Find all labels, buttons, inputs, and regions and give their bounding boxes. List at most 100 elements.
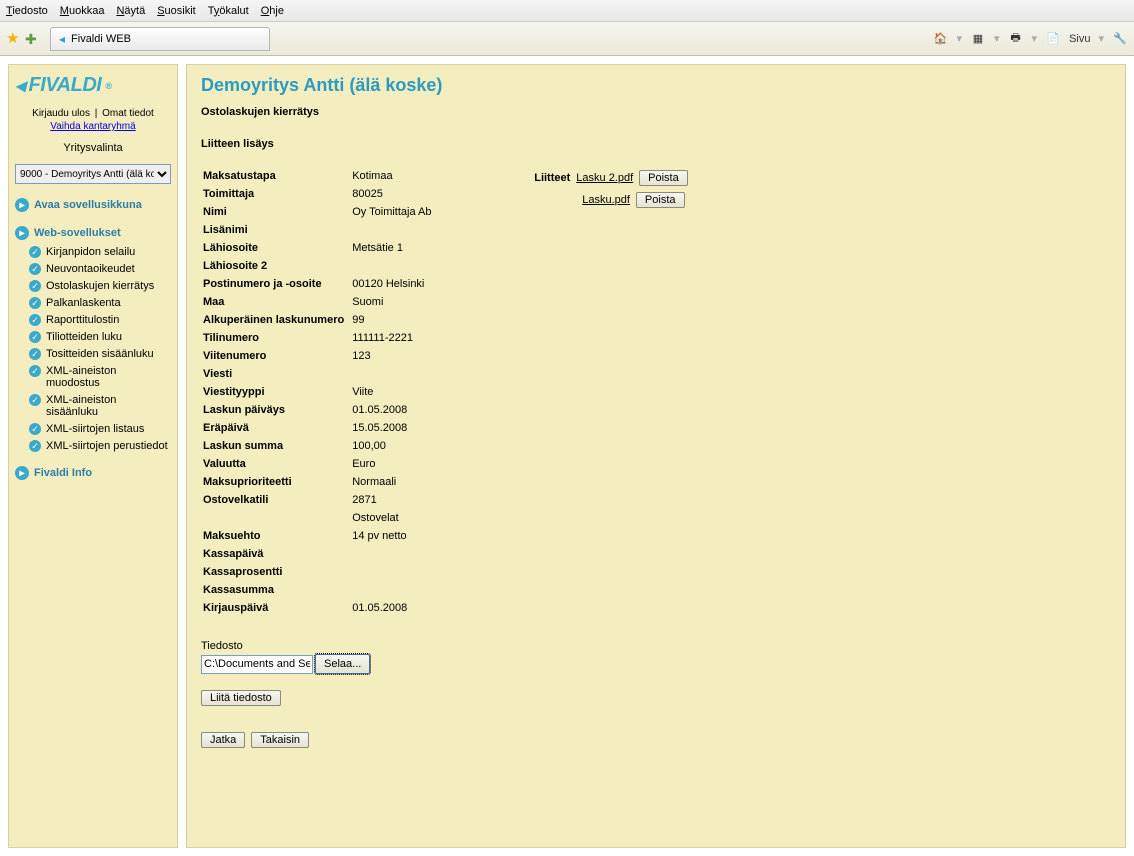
menu-edit[interactable]: Muokkaa <box>60 5 105 17</box>
page-icon[interactable]: 📄 <box>1045 31 1061 47</box>
sidebar-item-link[interactable]: Kirjanpidon selailu <box>46 246 135 258</box>
toolbar: ★ ✚ ◂ Fivaldi WEB 🏠 ▾ ▦ ▾ 🖶 ▾ 📄 Sivu ▾ 🔧 <box>0 22 1134 56</box>
tools-icon[interactable]: 🔧 <box>1112 31 1128 47</box>
detail-value: 01.05.2008 <box>352 600 472 616</box>
nav-fivaldi-info[interactable]: ▸ Fivaldi Info <box>15 466 171 480</box>
sidebar-item[interactable]: ✓Palkanlaskenta <box>29 297 171 309</box>
detail-value: Viite <box>352 384 472 400</box>
attach-file-button[interactable]: Liitä tiedosto <box>201 690 281 706</box>
sidebar-item[interactable]: ✓XML-aineiston sisäänluku <box>29 394 171 418</box>
detail-label: Maksuehto <box>203 528 350 544</box>
sidebar-item-link[interactable]: XML-siirtojen perustiedot <box>46 440 168 452</box>
attachment-link[interactable]: Lasku.pdf <box>582 194 630 206</box>
nav-webapps-list: ✓Kirjanpidon selailu✓Neuvontaoikeudet✓Os… <box>15 246 171 452</box>
sidebar-item[interactable]: ✓XML-siirtojen listaus <box>29 423 171 435</box>
back-button[interactable]: Takaisin <box>251 732 309 748</box>
file-upload-block: Tiedosto Selaa... Liitä tiedosto <box>201 640 1111 706</box>
detail-label: Maksatustapa <box>203 168 350 184</box>
arrow-circle-icon: ▸ <box>15 226 29 240</box>
bullet-icon: ✓ <box>29 365 41 377</box>
detail-value: 15.05.2008 <box>352 420 472 436</box>
logo-mark-icon: ◂ <box>15 73 25 98</box>
bullet-icon: ✓ <box>29 440 41 452</box>
sidebar-item[interactable]: ✓ XML-siirtojen perustiedot <box>29 440 171 452</box>
browser-tab[interactable]: ◂ Fivaldi WEB <box>50 27 270 51</box>
detail-value <box>352 546 472 562</box>
sidebar-item[interactable]: ✓Ostolaskujen kierrätys <box>29 280 171 292</box>
detail-label: Maa <box>203 294 350 310</box>
favorites-star-icon[interactable]: ★ <box>6 31 22 47</box>
remove-attachment-button[interactable]: Poista <box>639 170 688 186</box>
add-favorite-icon[interactable]: ✚ <box>25 31 41 47</box>
sidebar-item[interactable]: ✓Tiliotteiden luku <box>29 331 171 343</box>
file-path-input[interactable] <box>201 655 313 674</box>
main-panel: Demoyritys Antti (älä koske) Ostolaskuje… <box>186 64 1126 848</box>
detail-label: Viesti <box>203 366 350 382</box>
arrow-circle-icon: ▸ <box>15 198 29 212</box>
detail-label: Kirjauspäivä <box>203 600 350 616</box>
menu-view[interactable]: Näytä <box>116 5 145 17</box>
sidebar-item-link[interactable]: Palkanlaskenta <box>46 297 121 309</box>
detail-row: Ostovelkatili2871 <box>203 492 472 508</box>
logout-link[interactable]: Kirjaudu ulos <box>32 108 90 119</box>
sidebar-item-link[interactable]: XML-aineiston muodostus <box>46 365 171 389</box>
detail-row: Maksuehto14 pv netto <box>203 528 472 544</box>
detail-row: Ostovelat <box>203 510 472 526</box>
detail-value: 14 pv netto <box>352 528 472 544</box>
attachment-link[interactable]: Lasku 2.pdf <box>576 172 633 184</box>
logo-text: FIVALDI <box>29 74 102 97</box>
company-select[interactable]: 9000 - Demoyritys Antti (älä koske) <box>15 164 171 184</box>
continue-button[interactable]: Jatka <box>201 732 245 748</box>
detail-label: Laskun päiväys <box>203 402 350 418</box>
detail-label: Lisänimi <box>203 222 350 238</box>
bottom-actions: Jatka Takaisin <box>201 732 1111 748</box>
detail-row: Postinumero ja -osoite00120 Helsinki <box>203 276 472 292</box>
sidebar-item[interactable]: ✓ Kirjanpidon selailu <box>29 246 171 258</box>
sidebar-item-link[interactable]: XML-siirtojen listaus <box>46 423 144 435</box>
detail-row: Viesti <box>203 366 472 382</box>
myinfo-link[interactable]: Omat tiedot <box>102 108 154 119</box>
detail-value: 00120 Helsinki <box>352 276 472 292</box>
sidebar-item[interactable]: ✓ XML-aineiston muodostus <box>29 365 171 389</box>
sidebar-item-link[interactable]: Raporttitulostin <box>46 314 119 326</box>
home-icon[interactable]: 🏠 <box>932 31 948 47</box>
detail-label <box>203 510 350 526</box>
detail-label: Kassasumma <box>203 582 350 598</box>
sidebar-item[interactable]: ✓Tositteiden sisäänluku <box>29 348 171 360</box>
toolbar-right: 🏠 ▾ ▦ ▾ 🖶 ▾ 📄 Sivu ▾ 🔧 <box>932 31 1128 47</box>
sidebar-item-link[interactable]: Ostolaskujen kierrätys <box>46 280 154 292</box>
switch-group-link[interactable]: Vaihda kantaryhmä <box>50 121 135 132</box>
bullet-icon: ✓ <box>29 246 41 258</box>
nav-open-app[interactable]: ▸ Avaa sovellusikkuna <box>15 198 171 212</box>
file-label: Tiedosto <box>201 640 1111 652</box>
menu-file[interactable]: Tiedosto <box>6 5 48 17</box>
feed-icon[interactable]: ▦ <box>970 31 986 47</box>
detail-row: MaksuprioriteettiNormaali <box>203 474 472 490</box>
attachment-row: Lasku.pdf Poista <box>534 192 688 208</box>
nav-web-apps[interactable]: ▸ Web-sovellukset <box>15 226 171 240</box>
sidebar-item-link[interactable]: Neuvontaoikeudet <box>46 263 135 275</box>
subtitle: Ostolaskujen kierrätys <box>201 106 1111 118</box>
bullet-icon: ✓ <box>29 263 41 275</box>
browse-button[interactable]: Selaa... <box>315 654 370 674</box>
detail-row: Kassasumma <box>203 582 472 598</box>
sidebar-item-link[interactable]: Tiliotteiden luku <box>46 331 122 343</box>
detail-value: 01.05.2008 <box>352 402 472 418</box>
sidebar-item-link[interactable]: Tositteiden sisäänluku <box>46 348 154 360</box>
page-dropdown-label[interactable]: Sivu <box>1069 33 1090 45</box>
menu-help[interactable]: Ohje <box>261 5 284 17</box>
remove-attachment-button[interactable]: Poista <box>636 192 685 208</box>
sidebar-item[interactable]: ✓Raporttitulostin <box>29 314 171 326</box>
detail-value: Ostovelat <box>352 510 472 526</box>
detail-value: 123 <box>352 348 472 364</box>
detail-label: Maksuprioriteetti <box>203 474 350 490</box>
detail-label: Viestityyppi <box>203 384 350 400</box>
menu-tools[interactable]: Työkalut <box>208 5 249 17</box>
menu-favorites[interactable]: Suosikit <box>157 5 196 17</box>
sidebar-item[interactable]: ✓ Neuvontaoikeudet <box>29 263 171 275</box>
sidebar-item-link[interactable]: XML-aineiston sisäänluku <box>46 394 171 418</box>
detail-value: Suomi <box>352 294 472 310</box>
attachments-block: LiitteetLasku 2.pdfPoistaLasku.pdfPoista <box>534 170 688 214</box>
print-icon[interactable]: 🖶 <box>1008 31 1024 47</box>
detail-row: Laskun päiväys01.05.2008 <box>203 402 472 418</box>
